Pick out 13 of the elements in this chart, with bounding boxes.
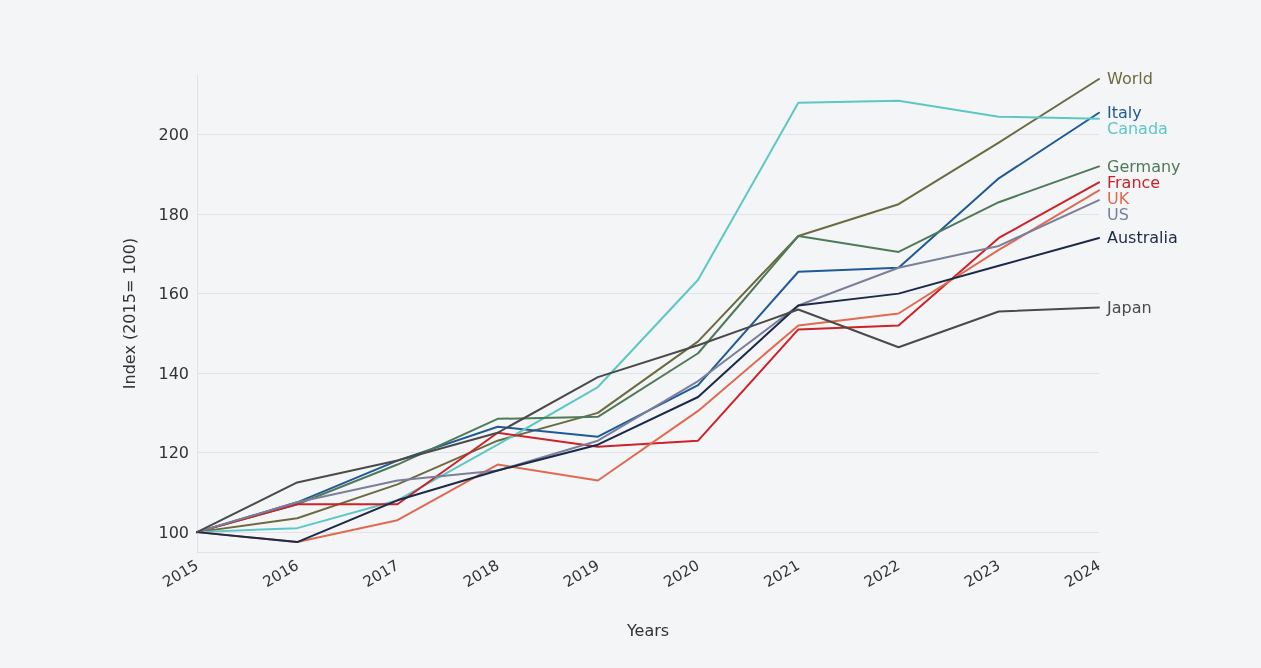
series-label: Japan [1106,298,1152,318]
x-axis-title: Years [625,620,670,640]
y-tick-label: 100 [158,522,189,542]
y-tick-label: 180 [158,204,189,224]
y-tick-label: 120 [158,443,189,463]
series-label: Australia [1107,228,1178,248]
series-label: Italy [1107,103,1142,123]
y-axis-title: Index (2015= 100) [119,237,139,390]
y-tick-label: 160 [158,284,189,304]
line-series [196,306,1100,534]
y-tick-label: 140 [158,363,189,383]
y-tick-label: 200 [158,125,189,145]
series-label: World [1107,69,1153,89]
